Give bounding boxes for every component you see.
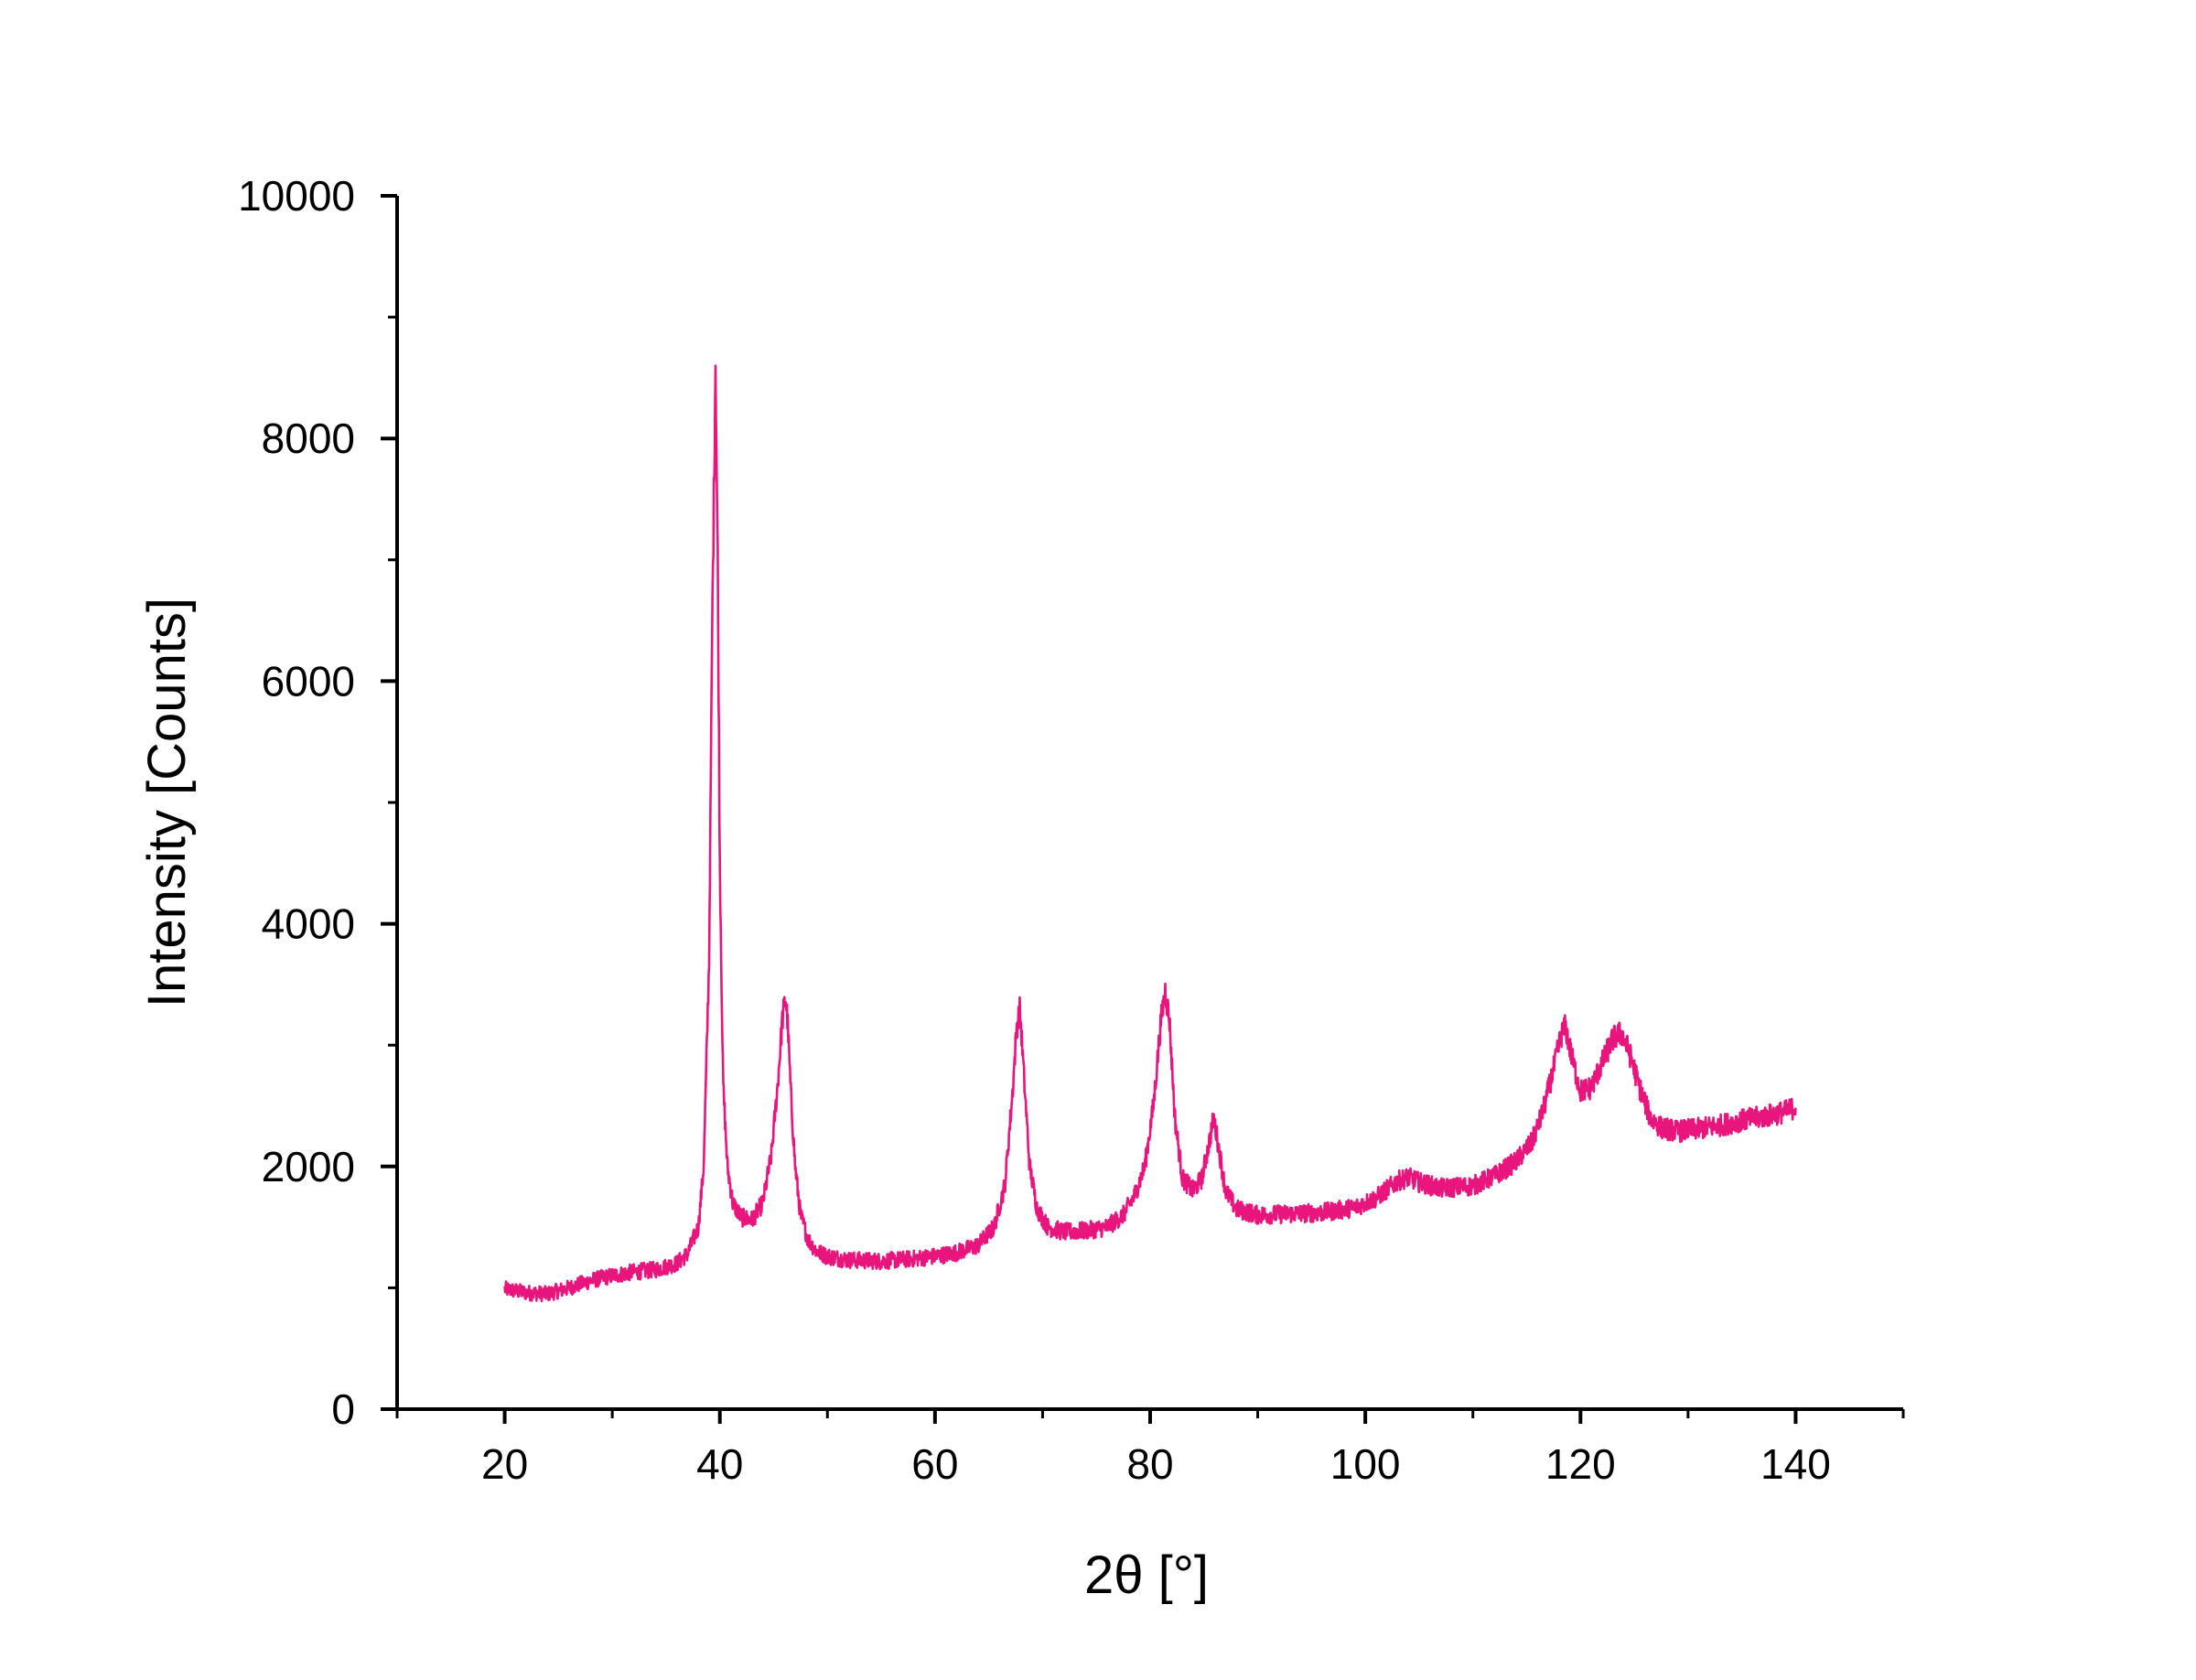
x-tick-label: 20 [481, 1440, 528, 1488]
x-tick-label: 80 [1126, 1440, 1173, 1488]
y-tick-label: 8000 [262, 415, 355, 462]
x-tick-label: 140 [1760, 1440, 1831, 1488]
y-tick-label: 4000 [262, 900, 355, 948]
y-tick-label: 2000 [262, 1143, 355, 1190]
x-tick-label: 120 [1545, 1440, 1616, 1488]
axis-ticks [381, 194, 1905, 1424]
x-axis-title: 2θ [°] [1084, 1545, 1209, 1605]
y-axis-title: Intensity [Counts] [137, 598, 197, 1007]
x-tick-label: 100 [1330, 1440, 1401, 1488]
y-tick-label: 6000 [262, 657, 355, 705]
y-tick-label: 10000 [238, 172, 355, 220]
tick-labels: 20 40 60 80 100 120 140 0 2000 4000 6000 8000 10000 [238, 172, 1831, 1488]
x-tick-label: 60 [911, 1440, 958, 1488]
y-tick-label: 0 [331, 1385, 355, 1433]
x-tick-label: 40 [696, 1440, 743, 1488]
diffraction-line [503, 364, 1797, 1303]
